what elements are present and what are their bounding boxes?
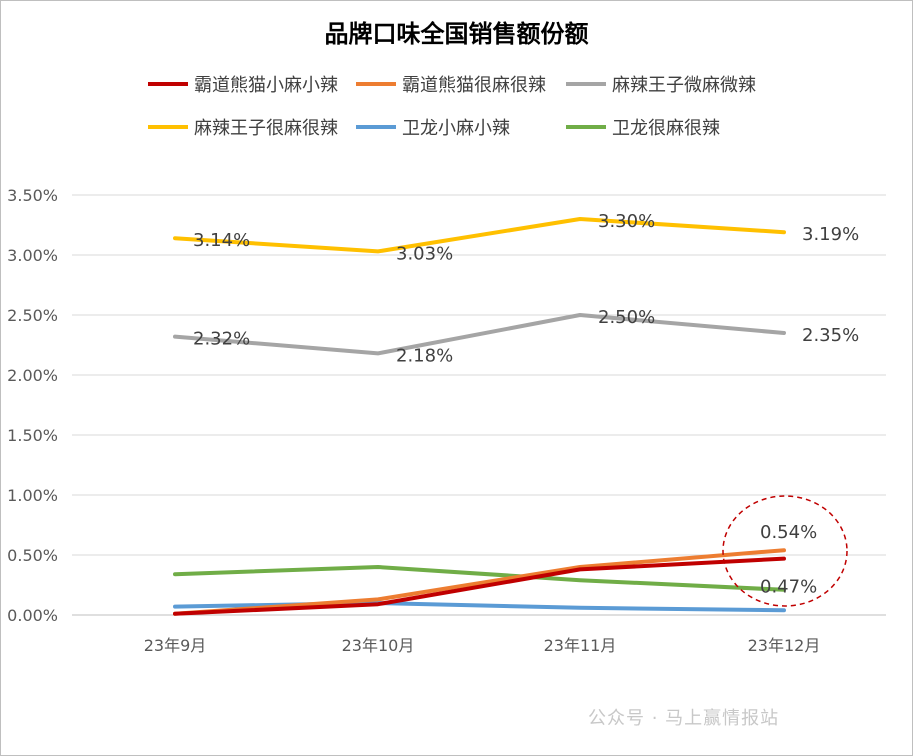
series-line: [173, 556, 786, 616]
y-tick-label: 2.50%: [7, 306, 58, 325]
legend-label: 霸道熊猫小麻小辣: [194, 75, 338, 96]
series-line: [173, 548, 786, 616]
y-tick-label: 3.50%: [7, 186, 58, 205]
series-line: [173, 565, 786, 592]
y-tick-label: 3.00%: [7, 246, 58, 265]
x-tick-label: 23年12月: [748, 636, 821, 655]
chart-title: 品牌口味全国销售额份额: [324, 20, 589, 48]
data-label: 0.47%: [760, 577, 817, 598]
legend-label: 卫龙很麻很辣: [612, 118, 720, 139]
series-line: [173, 313, 786, 356]
x-tick-label: 23年11月: [544, 636, 617, 655]
legend-item: 麻辣王子很麻很辣: [148, 116, 338, 139]
x-tick-label: 23年9月: [144, 636, 207, 655]
legend-item: 卫龙很麻很辣: [566, 116, 720, 139]
annotation-ellipse: [722, 495, 848, 607]
watermark: 公众号 · 马上赢情报站: [588, 708, 780, 729]
data-label: 3.03%: [396, 243, 453, 264]
legend-swatch: [148, 82, 188, 86]
legend-item: 麻辣王子微麻微辣: [566, 73, 756, 96]
legend-label: 霸道熊猫很麻很辣: [402, 75, 546, 96]
legend-swatch: [566, 82, 606, 86]
y-tick-label: 1.00%: [7, 486, 58, 505]
legend-swatch: [356, 125, 396, 129]
legend-label: 麻辣王子很麻很辣: [194, 118, 338, 139]
legend-item: 卫龙小麻小辣: [356, 116, 510, 139]
data-label: 0.54%: [760, 522, 817, 543]
legend-swatch: [356, 82, 396, 86]
data-label: 3.14%: [193, 230, 250, 251]
y-tick-label: 0.00%: [7, 606, 58, 625]
data-label: 2.35%: [802, 325, 859, 346]
legend-item: 霸道熊猫小麻小辣: [148, 73, 338, 96]
legend-label: 麻辣王子微麻微辣: [612, 75, 756, 96]
data-label: 2.18%: [396, 345, 453, 366]
legend-label: 卫龙小麻小辣: [402, 118, 510, 139]
legend-swatch: [148, 125, 188, 129]
data-label: 2.50%: [598, 307, 655, 328]
y-tick-label: 2.00%: [7, 366, 58, 385]
x-tick-label: 23年10月: [342, 636, 415, 655]
series-line: [173, 217, 786, 254]
legend-swatch: [566, 125, 606, 129]
data-label: 2.32%: [193, 329, 250, 350]
data-label: 3.19%: [802, 224, 859, 245]
y-tick-label: 0.50%: [7, 546, 58, 565]
y-tick-label: 1.50%: [7, 426, 58, 445]
legend-item: 霸道熊猫很麻很辣: [356, 73, 546, 96]
data-label: 3.30%: [598, 211, 655, 232]
